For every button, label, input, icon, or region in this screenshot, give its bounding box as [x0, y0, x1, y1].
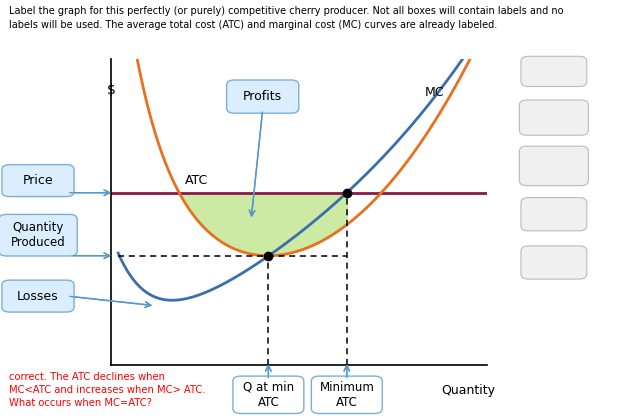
- Text: $: $: [107, 83, 116, 97]
- Text: ATC: ATC: [185, 173, 208, 186]
- Text: MC: MC: [425, 86, 444, 99]
- Text: Quantity
Produced: Quantity Produced: [11, 221, 65, 249]
- Text: Losses: Losses: [17, 290, 59, 302]
- Text: Quantity: Quantity: [441, 384, 495, 397]
- Text: Minimum
ATC: Minimum ATC: [320, 381, 374, 409]
- Text: correct. The ATC declines when
MC<ATC and increases when MC> ATC.
What occurs wh: correct. The ATC declines when MC<ATC an…: [9, 372, 206, 408]
- Text: Label the graph for this perfectly (or purely) competitive cherry producer. Not : Label the graph for this perfectly (or p…: [9, 6, 564, 29]
- Text: Profits: Profits: [243, 90, 282, 103]
- Text: Price: Price: [23, 174, 53, 187]
- Text: Q at min
ATC: Q at min ATC: [243, 381, 294, 409]
